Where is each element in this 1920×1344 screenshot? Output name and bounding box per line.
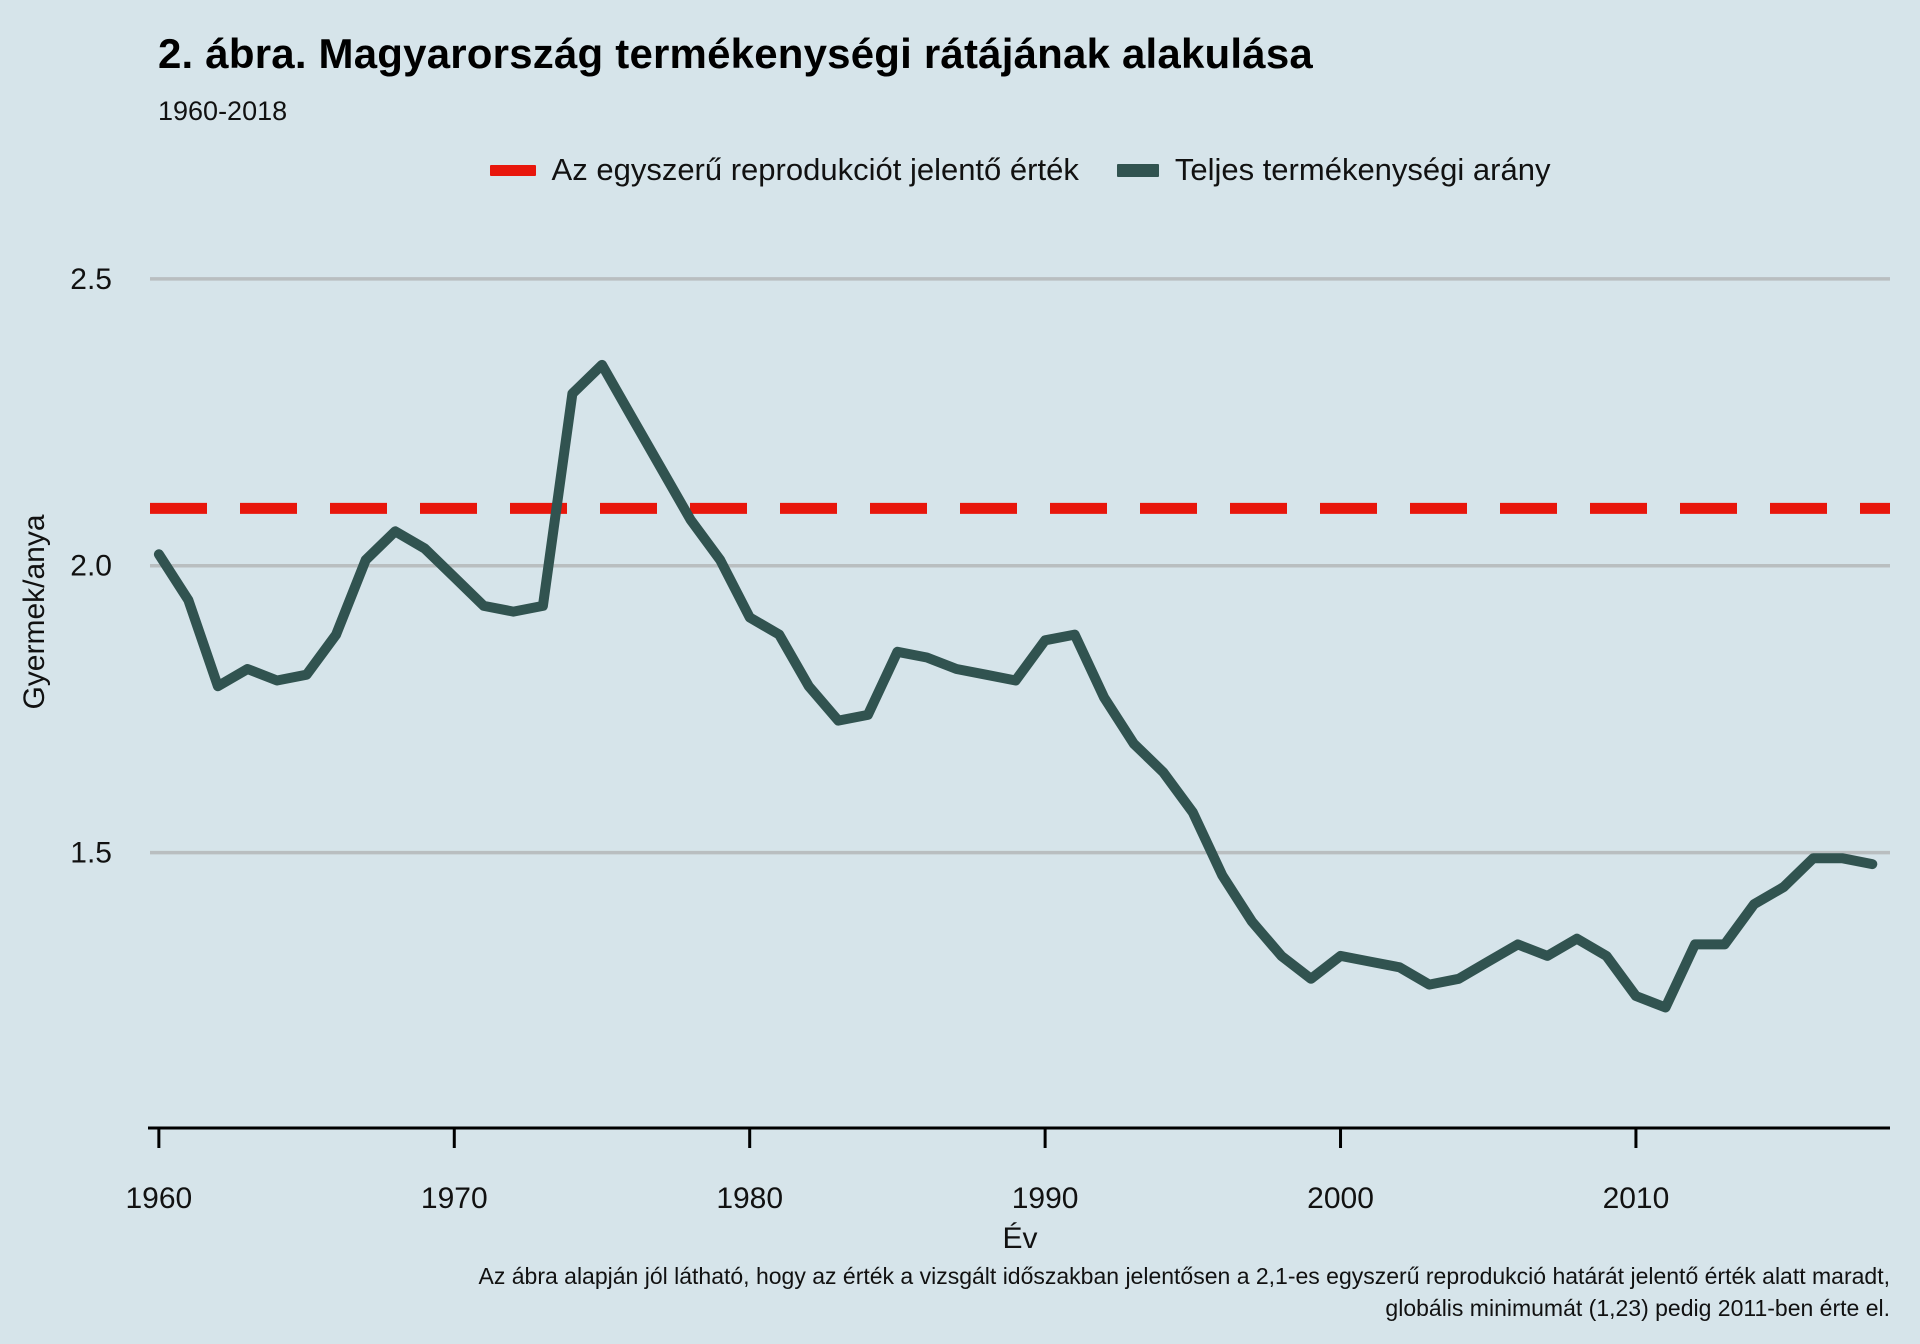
x-tick-label: 1990	[1012, 1182, 1079, 1215]
y-tick-label: 2.5	[70, 263, 112, 296]
series-line	[153, 359, 1878, 1013]
legend: Az egyszerű reprodukciót jelentő érték T…	[150, 152, 1890, 188]
chart-title: 2. ábra. Magyarország termékenységi rátá…	[158, 30, 1313, 77]
chart-subtitle: 1960-2018	[158, 96, 288, 126]
legend-line-swatch	[1116, 163, 1159, 177]
caption-line-1: Az ábra alapján jól látható, hogy az ért…	[478, 1263, 1891, 1289]
legend-label-reference: Az egyszerű reprodukciót jelentő érték	[551, 152, 1079, 187]
x-tick-label: 1980	[716, 1182, 783, 1215]
legend-label-series: Teljes termékenységi arány	[1174, 152, 1551, 187]
x-tick-label: 2000	[1307, 1182, 1374, 1215]
x-tick-label: 1970	[421, 1182, 488, 1215]
x-tick-label: 2010	[1603, 1182, 1670, 1215]
legend-item-series: Teljes termékenységi arány	[1116, 152, 1551, 188]
legend-dash-swatch	[489, 164, 536, 176]
x-axis-title: Év	[1002, 1222, 1037, 1255]
caption: Az ábra alapján jól látható, hogy az ért…	[479, 1260, 1891, 1324]
y-tick-label: 1.5	[70, 837, 112, 870]
legend-item-reference: Az egyszerű reprodukciót jelentő érték	[489, 152, 1079, 188]
caption-line-2: globális minimumát (1,23) pedig 2011-ben…	[1385, 1295, 1890, 1321]
x-tick-label: 1960	[125, 1182, 192, 1215]
y-axis-title: Gyermek/anya	[18, 514, 51, 709]
y-tick-label: 2.0	[70, 550, 112, 583]
